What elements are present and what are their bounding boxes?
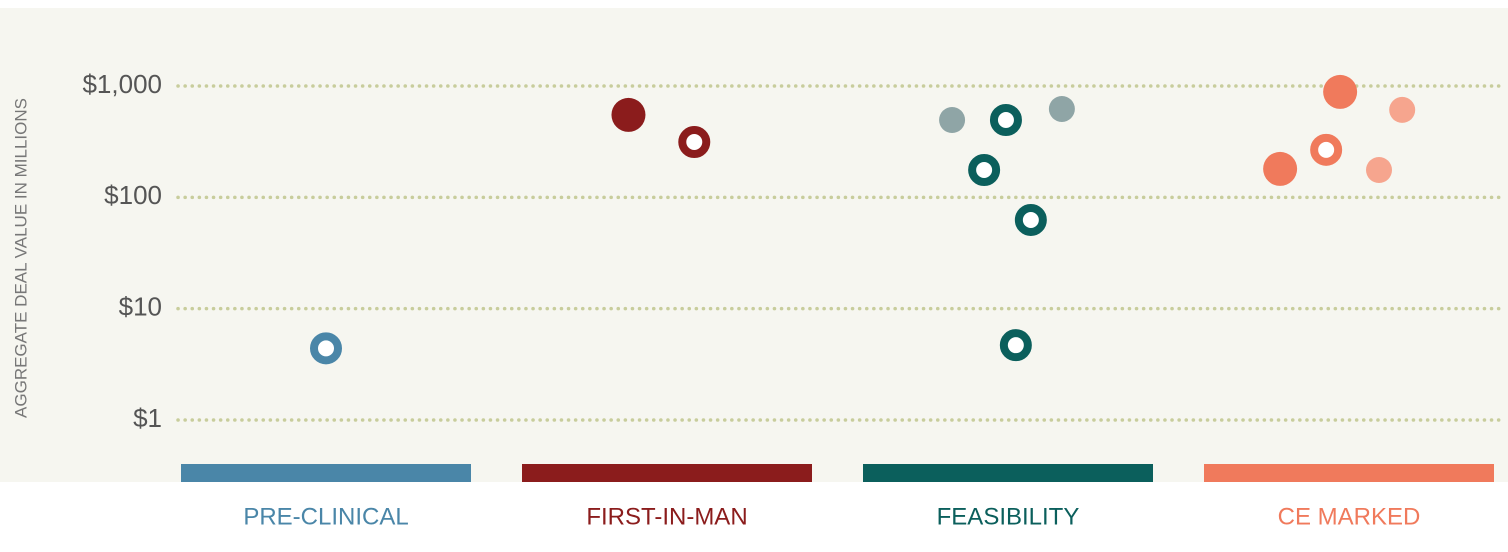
data-point: [310, 332, 342, 365]
data-point: [678, 126, 711, 159]
data-point: [999, 329, 1032, 362]
data-point: [989, 104, 1022, 137]
y-tick-label: $10: [119, 292, 162, 322]
data-point: [611, 97, 646, 132]
data-point: [1323, 74, 1358, 109]
category-band: [1204, 464, 1494, 482]
data-point: [1366, 156, 1393, 183]
data-point: [939, 107, 966, 134]
data-point: [1310, 133, 1343, 166]
data-point: [1014, 203, 1047, 236]
plot-background: [0, 8, 1508, 482]
data-point: [1263, 151, 1298, 186]
x-tick-label: PRE-CLINICAL: [243, 503, 408, 530]
x-tick-label: FEASIBILITY: [937, 503, 1080, 530]
x-tick-label: CE MARKED: [1278, 503, 1421, 530]
category-band: [863, 464, 1153, 482]
y-tick-label: $1,000: [82, 69, 162, 99]
data-point: [968, 153, 1001, 186]
y-tick-label: $100: [104, 180, 162, 210]
x-tick-label: FIRST-IN-MAN: [586, 503, 747, 530]
data-point: [1389, 96, 1416, 123]
y-axis-label: AGGREGATE DEAL VALUE IN MILLIONS: [11, 98, 30, 418]
category-band: [181, 464, 471, 482]
y-tick-label: $1: [133, 403, 162, 433]
category-band: [522, 464, 812, 482]
data-point: [1048, 95, 1075, 122]
